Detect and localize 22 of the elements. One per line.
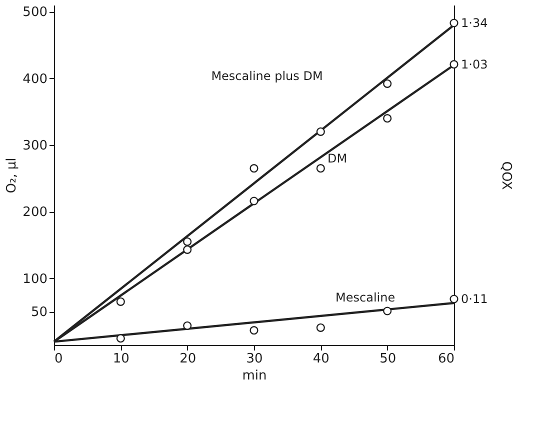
x-axis-title: min bbox=[242, 368, 267, 384]
y-axis-title: O₂, μl bbox=[4, 158, 20, 194]
x-tick-label: 10 bbox=[112, 352, 130, 366]
annotation: 1·03 bbox=[461, 57, 488, 72]
annotation: 0·11 bbox=[461, 292, 488, 306]
x-tick-label: 30 bbox=[246, 352, 263, 366]
annotation: 1·34 bbox=[461, 16, 488, 30]
y2-axis-title: QOX bbox=[498, 161, 514, 190]
x-tick-label: 0 bbox=[54, 352, 63, 366]
annotation: Mescaline bbox=[336, 290, 396, 305]
y-tick-label: 50 bbox=[30, 305, 48, 320]
y-tick-label: 200 bbox=[22, 205, 48, 220]
annotation: Mescaline plus DM bbox=[211, 69, 323, 83]
x-tick-label: 60 bbox=[438, 352, 454, 366]
y-tick-label: 400 bbox=[22, 72, 48, 87]
x-tick-label: 50 bbox=[380, 352, 396, 366]
x-tick-label: 40 bbox=[312, 352, 330, 366]
annotation: DM bbox=[328, 152, 348, 166]
y-tick-label: 500 bbox=[22, 5, 48, 20]
y-tick-label: 100 bbox=[22, 272, 48, 287]
y-tick-label: 300 bbox=[22, 138, 48, 154]
x-tick-label: 20 bbox=[180, 352, 196, 366]
